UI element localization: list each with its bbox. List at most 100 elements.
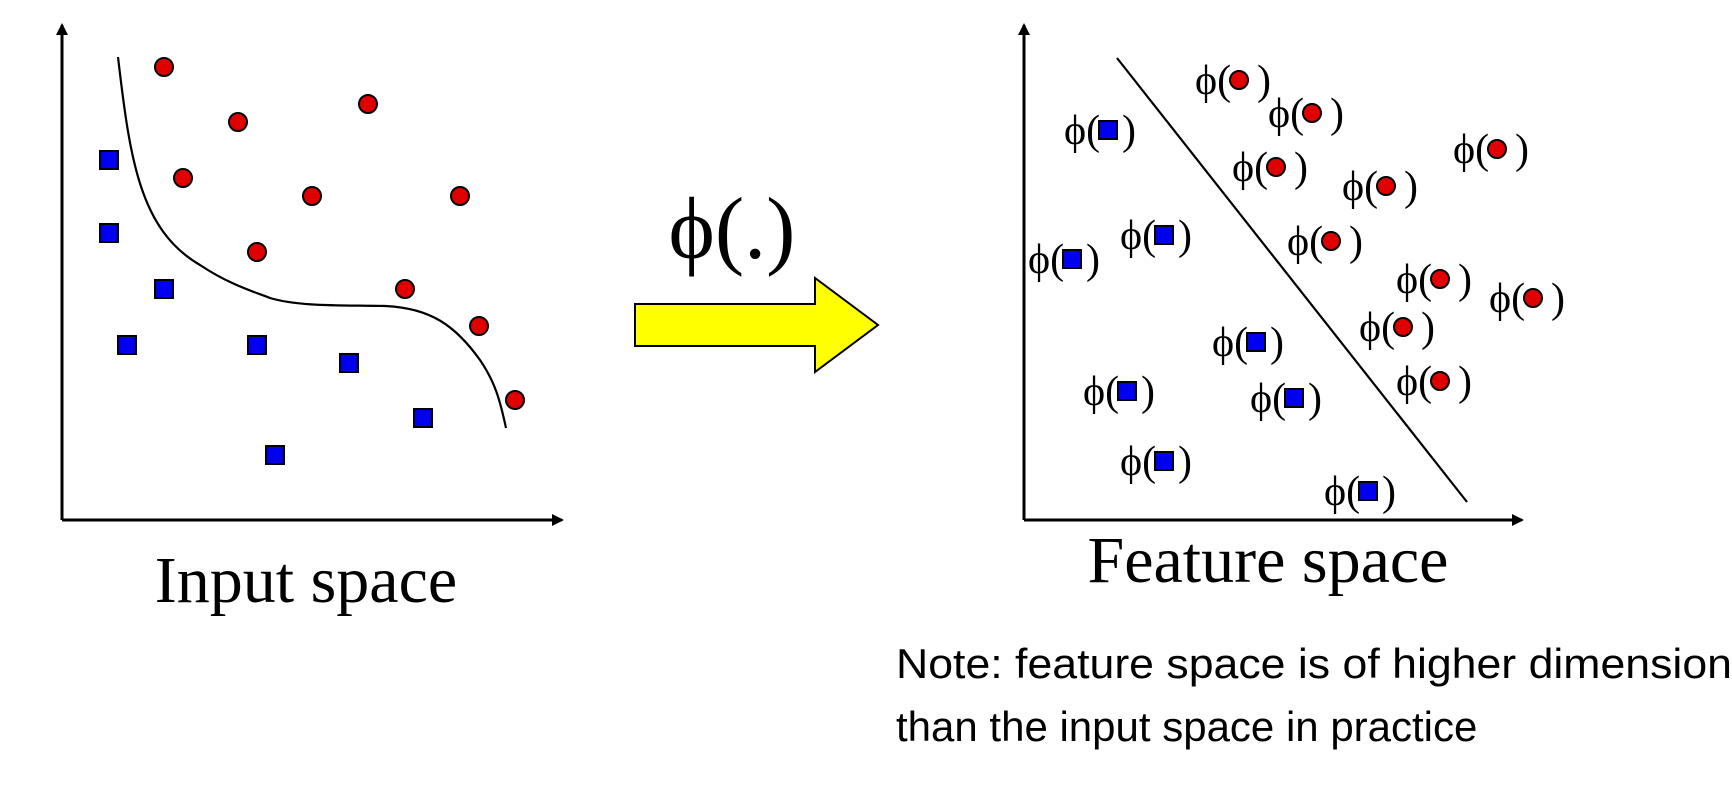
- red-circle-icon: [302, 186, 322, 206]
- mapped-circle-point: ϕ(): [1453, 127, 1529, 173]
- phi-suffix: ): [1421, 305, 1435, 351]
- phi-suffix: ): [1178, 439, 1192, 485]
- mapped-circle-point: ϕ(): [1195, 58, 1271, 104]
- feature-points: ϕ()ϕ()ϕ() ϕ()ϕ()ϕ()ϕ() ϕ()ϕ()ϕ()ϕ()ϕ()ϕ()ϕ…: [1028, 58, 1565, 515]
- phi-prefix: ϕ(: [1120, 439, 1156, 485]
- mapped-square-point: ϕ(): [1324, 469, 1396, 515]
- mapping-arrow-group: ϕ(.): [634, 181, 880, 374]
- phi-suffix: ): [1330, 91, 1344, 137]
- phi-prefix: ϕ(: [1359, 305, 1395, 351]
- phi-prefix: ϕ(: [1028, 237, 1064, 283]
- mapped-circle-point: ϕ(): [1359, 305, 1435, 351]
- phi-suffix: ): [1382, 469, 1396, 515]
- mapped-square-point: ϕ(): [1120, 213, 1192, 259]
- note: Note: feature space is of higher dimensi…: [896, 640, 1732, 750]
- mapped-square-point: ϕ(): [1064, 108, 1136, 154]
- red-circle-icon: [1523, 288, 1543, 308]
- phi-suffix: ): [1349, 219, 1363, 265]
- red-circle-icon: [450, 186, 470, 206]
- phi-suffix: ): [1404, 164, 1418, 210]
- blue-square-icon: [247, 335, 267, 355]
- feature-space-panel: ϕ()ϕ()ϕ() ϕ()ϕ()ϕ()ϕ() ϕ()ϕ()ϕ()ϕ()ϕ()ϕ()ϕ…: [1018, 23, 1565, 597]
- input-space-label: Input space: [155, 544, 457, 617]
- phi-suffix: ): [1458, 359, 1472, 405]
- phi-prefix: ϕ(: [1453, 127, 1489, 173]
- phi-suffix: ): [1515, 127, 1529, 173]
- mapped-circle-point: ϕ(): [1287, 219, 1363, 265]
- phi-prefix: ϕ(: [1232, 145, 1268, 191]
- mapped-circle-point: ϕ(): [1268, 91, 1344, 137]
- phi-prefix: ϕ(: [1064, 108, 1100, 154]
- red-circle-icon: [395, 279, 415, 299]
- blue-square-icon: [1117, 381, 1137, 401]
- input-space-panel: Input space: [56, 23, 564, 617]
- red-circle-icon: [469, 316, 489, 336]
- phi-suffix: ): [1257, 58, 1271, 104]
- red-circle-icon: [1393, 317, 1413, 337]
- mapped-circle-point: ϕ(): [1396, 257, 1472, 303]
- blue-square-icon: [413, 408, 433, 428]
- blue-square-icon: [265, 445, 285, 465]
- note-line-2: than the input space in practice: [896, 703, 1477, 750]
- red-circle-icon: [505, 390, 525, 410]
- phi-prefix: ϕ(: [1287, 219, 1323, 265]
- blue-square-icon: [1284, 388, 1304, 408]
- mapped-circle-point: ϕ(): [1232, 145, 1308, 191]
- red-circle-icon: [247, 242, 267, 262]
- phi-suffix: ): [1308, 376, 1322, 422]
- phi-prefix: ϕ(: [1489, 276, 1525, 322]
- phi-suffix: ): [1458, 257, 1472, 303]
- phi-prefix: ϕ(: [1268, 91, 1304, 137]
- mapped-square-point: ϕ(): [1120, 439, 1192, 485]
- mapped-square-point: ϕ(): [1028, 237, 1100, 283]
- mapping-function-label: ϕ(.): [669, 181, 796, 278]
- phi-prefix: ϕ(: [1250, 376, 1286, 422]
- phi-prefix: ϕ(: [1396, 257, 1432, 303]
- red-circle-icon: [1266, 157, 1286, 177]
- phi-suffix: ): [1141, 369, 1155, 415]
- linear-decision-boundary: [1116, 57, 1468, 503]
- red-circle-icon: [1376, 176, 1396, 196]
- blue-square-icon: [1154, 451, 1174, 471]
- red-circle-icon: [173, 168, 193, 188]
- mapped-circle-point: ϕ(): [1489, 276, 1565, 322]
- phi-prefix: ϕ(: [1195, 58, 1231, 104]
- red-circle-icon: [1487, 139, 1507, 159]
- mapped-square-point: ϕ(): [1250, 376, 1322, 422]
- mapped-square-point: ϕ(): [1083, 369, 1155, 415]
- blue-square-icon: [1098, 120, 1118, 140]
- input-square-points: [99, 150, 433, 465]
- blue-square-icon: [99, 150, 119, 170]
- phi-suffix: ): [1551, 276, 1565, 322]
- red-circle-icon: [154, 57, 174, 77]
- red-circle-icon: [1229, 70, 1249, 90]
- red-circle-icon: [1430, 371, 1450, 391]
- feature-space-label: Feature space: [1088, 524, 1449, 597]
- phi-prefix: ϕ(: [1083, 369, 1119, 415]
- nonlinear-decision-boundary: [116, 56, 508, 429]
- right-arrow-icon: [634, 276, 880, 374]
- note-line-1: Note: feature space is of higher dimensi…: [896, 640, 1732, 687]
- phi-prefix: ϕ(: [1212, 320, 1248, 366]
- blue-square-icon: [99, 223, 119, 243]
- phi-suffix: ): [1270, 320, 1284, 366]
- phi-suffix: ): [1122, 108, 1136, 154]
- blue-square-icon: [154, 279, 174, 299]
- blue-square-icon: [1062, 249, 1082, 269]
- blue-square-icon: [1358, 481, 1378, 501]
- blue-square-icon: [339, 353, 359, 373]
- red-circle-icon: [1302, 103, 1322, 123]
- phi-prefix: ϕ(: [1342, 164, 1378, 210]
- phi-suffix: ): [1294, 145, 1308, 191]
- mapped-square-point: ϕ(): [1212, 320, 1284, 366]
- phi-suffix: ): [1086, 237, 1100, 283]
- blue-square-icon: [1246, 332, 1266, 352]
- blue-square-icon: [117, 335, 137, 355]
- blue-square-icon: [1154, 225, 1174, 245]
- phi-prefix: ϕ(: [1324, 469, 1360, 515]
- input-circle-points: [154, 57, 525, 410]
- red-circle-icon: [228, 112, 248, 132]
- mapped-circle-point: ϕ(): [1396, 359, 1472, 405]
- red-circle-icon: [1430, 269, 1450, 289]
